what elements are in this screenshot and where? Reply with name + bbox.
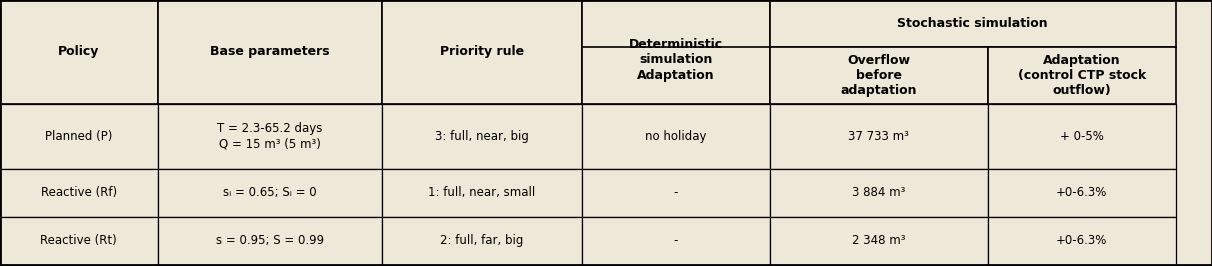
Text: Adaptation: Adaptation bbox=[636, 69, 715, 82]
FancyBboxPatch shape bbox=[158, 0, 382, 104]
FancyBboxPatch shape bbox=[0, 0, 158, 104]
FancyBboxPatch shape bbox=[0, 169, 158, 217]
FancyBboxPatch shape bbox=[382, 169, 582, 217]
Text: + 0-5%: + 0-5% bbox=[1059, 130, 1104, 143]
Text: Adaptation
(control CTP stock
outflow): Adaptation (control CTP stock outflow) bbox=[1018, 54, 1145, 97]
FancyBboxPatch shape bbox=[158, 104, 382, 169]
FancyBboxPatch shape bbox=[0, 104, 158, 169]
Text: 1: full, near, small: 1: full, near, small bbox=[428, 186, 536, 199]
Text: 37 733 m³: 37 733 m³ bbox=[848, 130, 909, 143]
Text: 3 884 m³: 3 884 m³ bbox=[852, 186, 905, 199]
FancyBboxPatch shape bbox=[770, 0, 1176, 47]
Text: Reactive (Rf): Reactive (Rf) bbox=[41, 186, 116, 199]
FancyBboxPatch shape bbox=[382, 217, 582, 265]
FancyBboxPatch shape bbox=[382, 0, 582, 104]
Text: +0-6.3%: +0-6.3% bbox=[1056, 234, 1108, 247]
FancyBboxPatch shape bbox=[988, 104, 1176, 169]
Text: -: - bbox=[674, 234, 678, 247]
Text: Deterministic
simulation: Deterministic simulation bbox=[629, 38, 722, 66]
Text: 2: full, far, big: 2: full, far, big bbox=[440, 234, 524, 247]
Text: Policy: Policy bbox=[58, 45, 99, 58]
FancyBboxPatch shape bbox=[158, 169, 382, 217]
FancyBboxPatch shape bbox=[582, 217, 770, 265]
FancyBboxPatch shape bbox=[988, 169, 1176, 217]
Text: Priority rule: Priority rule bbox=[440, 45, 524, 58]
FancyBboxPatch shape bbox=[988, 217, 1176, 265]
Text: Stochastic simulation: Stochastic simulation bbox=[897, 17, 1048, 30]
Text: 3: full, near, big: 3: full, near, big bbox=[435, 130, 528, 143]
Text: T = 2.3-65.2 days
Q = 15 m³ (5 m³): T = 2.3-65.2 days Q = 15 m³ (5 m³) bbox=[217, 122, 322, 150]
Text: 2 348 m³: 2 348 m³ bbox=[852, 234, 905, 247]
FancyBboxPatch shape bbox=[158, 217, 382, 265]
FancyBboxPatch shape bbox=[988, 47, 1176, 104]
Text: Planned (P): Planned (P) bbox=[45, 130, 113, 143]
Text: -: - bbox=[674, 186, 678, 199]
FancyBboxPatch shape bbox=[0, 217, 158, 265]
FancyBboxPatch shape bbox=[582, 47, 770, 104]
Text: s = 0.95; S = 0.99: s = 0.95; S = 0.99 bbox=[216, 234, 324, 247]
Text: Overflow
before
adaptation: Overflow before adaptation bbox=[840, 54, 917, 97]
Text: sᵢ = 0.65; Sᵢ = 0: sᵢ = 0.65; Sᵢ = 0 bbox=[223, 186, 316, 199]
Text: no holiday: no holiday bbox=[645, 130, 707, 143]
Text: Reactive (Rt): Reactive (Rt) bbox=[40, 234, 118, 247]
FancyBboxPatch shape bbox=[770, 104, 988, 169]
FancyBboxPatch shape bbox=[382, 104, 582, 169]
Text: Base parameters: Base parameters bbox=[210, 45, 330, 58]
FancyBboxPatch shape bbox=[770, 47, 988, 104]
FancyBboxPatch shape bbox=[770, 169, 988, 217]
FancyBboxPatch shape bbox=[770, 217, 988, 265]
Text: +0-6.3%: +0-6.3% bbox=[1056, 186, 1108, 199]
FancyBboxPatch shape bbox=[582, 0, 770, 104]
FancyBboxPatch shape bbox=[582, 169, 770, 217]
FancyBboxPatch shape bbox=[582, 104, 770, 169]
